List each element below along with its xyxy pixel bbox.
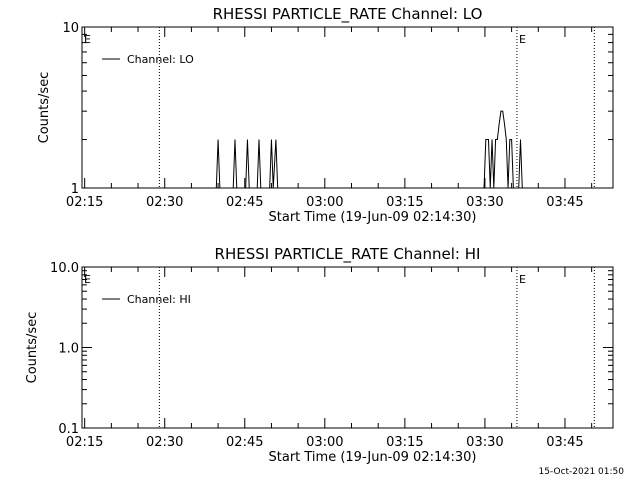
x-tick-label: 03:00 — [306, 435, 343, 450]
y-tick-label: 10.0 — [50, 261, 79, 276]
lo-channel-panel: RHESSI PARTICLE_RATE Channel: LO 1 10 02:15… — [37, 5, 614, 225]
x-tick-label: 02:45 — [226, 435, 263, 450]
event-marker: E — [519, 33, 526, 46]
y-tick-label: 1.0 — [58, 342, 79, 357]
x-axis-label: Start Time (19-Jun-09 02:14:30) — [269, 450, 477, 465]
y-tick-label: 0.1 — [58, 422, 79, 437]
legend-entry: Channel: LO — [127, 53, 194, 66]
y-tick-label: 10 — [62, 21, 79, 36]
x-tick-label: 03:15 — [386, 435, 423, 450]
event-marker: E — [519, 273, 526, 286]
x-tick-label: 03:15 — [386, 195, 423, 210]
y-axis-label: Counts/sec — [37, 72, 52, 144]
hi-channel-panel: RHESSI PARTICLE_RATE Channel: HI 0.1 1.0 10… — [25, 245, 614, 465]
plot-frame — [81, 26, 614, 189]
x-tick-label: 02:15 — [66, 195, 103, 210]
legend-entry: Channel: HI — [127, 293, 191, 306]
x-tick-label: 03:45 — [546, 435, 583, 450]
x-tick-label: 03:00 — [306, 195, 343, 210]
x-tick-label: 02:30 — [146, 435, 183, 450]
x-tick-label: 03:30 — [466, 195, 503, 210]
chart-title: RHESSI PARTICLE_RATE Channel: LO — [213, 5, 483, 24]
chart-title: RHESSI PARTICLE_RATE Channel: HI — [215, 245, 481, 264]
series-line — [82, 110, 613, 189]
footer-timestamp: 15-Oct-2021 01:50 — [539, 467, 625, 477]
x-axis-label: Start Time (19-Jun-09 02:14:30) — [269, 210, 477, 225]
plot-frame — [81, 266, 614, 429]
event-marker: E — [84, 33, 91, 46]
x-tick-label: 03:30 — [466, 435, 503, 450]
y-axis-label: Counts/sec — [25, 312, 40, 384]
y-tick-label: 1 — [71, 182, 79, 197]
x-tick-label: 03:45 — [546, 195, 583, 210]
x-tick-label: 02:30 — [146, 195, 183, 210]
event-marker: E — [84, 273, 91, 286]
x-tick-label: 02:15 — [66, 435, 103, 450]
x-tick-label: 02:45 — [226, 195, 263, 210]
